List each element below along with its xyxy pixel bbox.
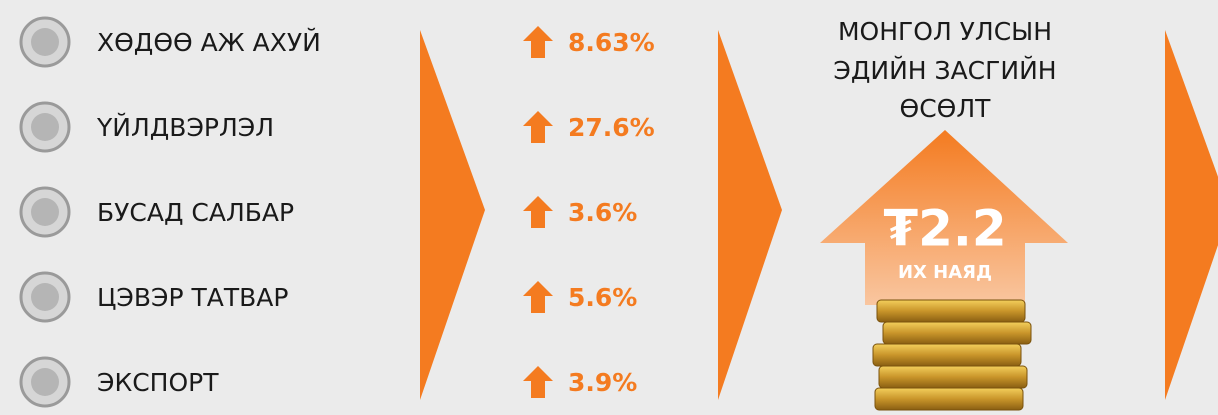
sector-change: 3.6% (568, 198, 637, 227)
sector-label: ЭКСПОРТ (97, 368, 219, 397)
sector-label: ЦЭВЭР ТАТВАР (97, 283, 288, 312)
amount: ₮2.2 (883, 200, 1006, 258)
sector-icon-inner (31, 368, 59, 396)
coin (879, 366, 1027, 388)
sector-icon-inner (31, 113, 59, 141)
sector-icon-inner (31, 28, 59, 56)
sector-label: БУСАД САЛБАР (97, 198, 294, 227)
infographic: ХӨДӨӨ АЖ АХУЙ 8.63% ҮЙЛДВЭРЛЭЛ 27.6% БУСАД С… (0, 0, 1218, 415)
sector-icon-inner (31, 198, 59, 226)
sector-icon-inner (31, 283, 59, 311)
title-line: ӨСӨЛТ (900, 94, 992, 123)
title-line: ЭДИЙН ЗАСГИЙН (833, 56, 1056, 85)
sector-label: ХӨДӨӨ АЖ АХУЙ (97, 28, 321, 57)
coin (883, 322, 1031, 344)
sector-change: 8.63% (568, 28, 655, 57)
sector-change: 3.9% (568, 368, 637, 397)
title-line: МОНГОЛ УЛСЫН (838, 17, 1052, 46)
sector-change: 27.6% (568, 113, 655, 142)
sector-label: ҮЙЛДВЭРЛЭЛ (96, 113, 274, 142)
coin (873, 344, 1021, 366)
sector-change: 5.6% (568, 283, 637, 312)
coin (877, 300, 1025, 322)
amount-unit: ИХ НАЯД (898, 262, 992, 283)
coin-stack (873, 300, 1031, 410)
coin (875, 388, 1023, 410)
